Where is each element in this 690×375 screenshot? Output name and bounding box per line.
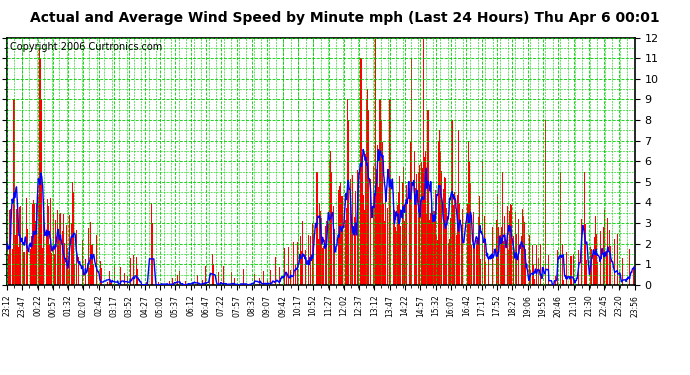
Text: Copyright 2006 Curtronics.com: Copyright 2006 Curtronics.com: [10, 42, 162, 52]
Text: Actual and Average Wind Speed by Minute mph (Last 24 Hours) Thu Apr 6 00:01: Actual and Average Wind Speed by Minute …: [30, 11, 660, 25]
